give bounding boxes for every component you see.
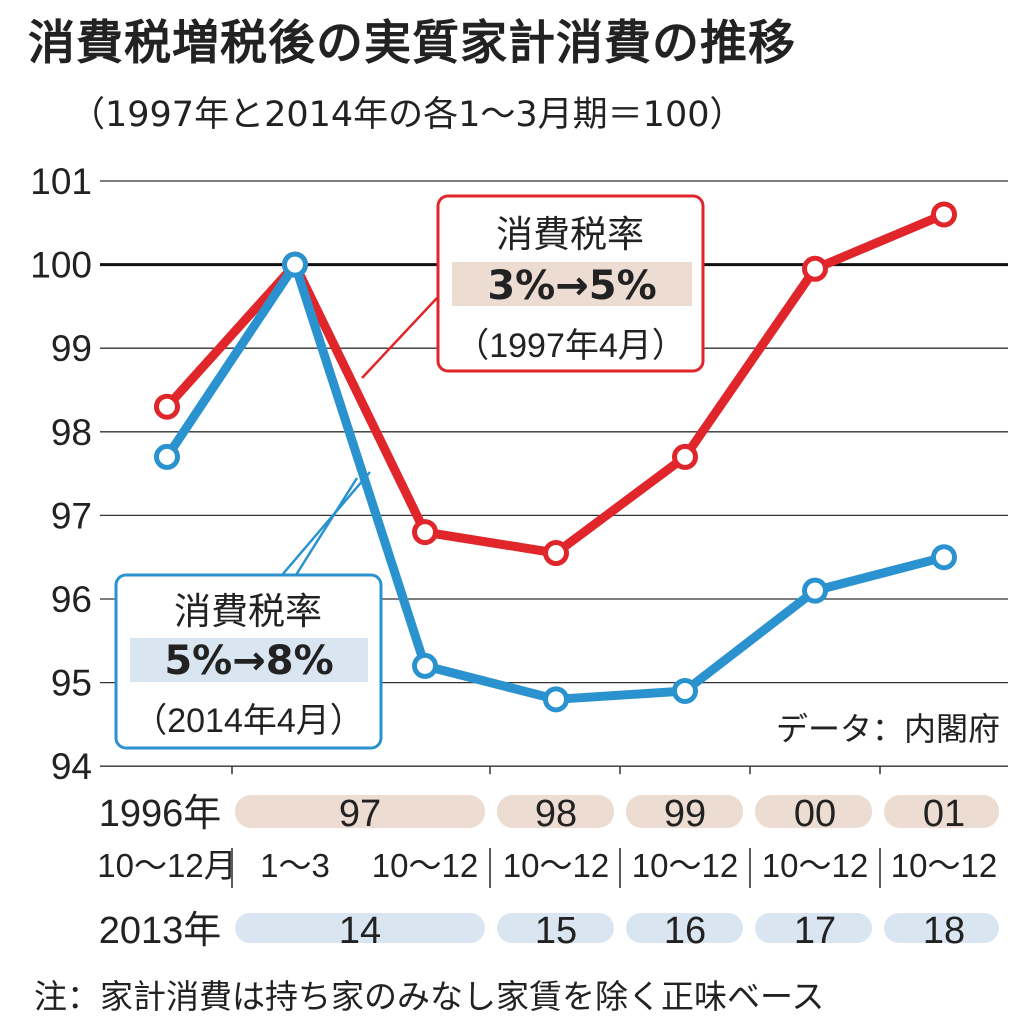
chart-title: 消費税増税後の実質家計消費の推移 — [28, 16, 796, 71]
year-label-blue: 15 — [535, 910, 577, 952]
callout-rate-band — [452, 262, 692, 306]
quarter-label: 10～12 — [891, 847, 997, 884]
callout-rate: 5%→8% — [164, 638, 333, 684]
callout-date: （1997年4月） — [455, 327, 686, 365]
y-tick-label: 101 — [30, 161, 92, 202]
callouts: 消費税率 3%→5% （1997年4月） 消費税率 5%→8% （2014年4月） — [114, 194, 705, 750]
data-point — [154, 393, 180, 420]
year-label-red: 01 — [923, 793, 965, 835]
year-band-red — [497, 795, 614, 828]
data-point — [802, 255, 828, 282]
year-band-blue — [235, 913, 485, 943]
year-label-blue: 16 — [664, 910, 706, 952]
footnote: 注：家計消費は持ち家のみなし家賃を除く正味ベース — [34, 977, 825, 1016]
data-point — [802, 577, 828, 604]
y-axis: 101 100 99 98 97 96 95 94 — [30, 161, 92, 787]
data-point — [672, 677, 698, 704]
quarter-label: 10～12 — [503, 847, 609, 884]
y-tick-label: 98 — [51, 412, 92, 453]
series-lines — [154, 201, 957, 713]
year-label-blue: 18 — [923, 910, 965, 952]
year-band-red — [235, 795, 485, 828]
year-label-red: 99 — [664, 793, 706, 835]
data-point — [672, 443, 698, 470]
callout-date: （2014年4月） — [133, 702, 364, 740]
year-band-red — [626, 795, 743, 828]
y-tick-label: 99 — [51, 328, 92, 369]
data-point — [931, 201, 957, 228]
data-point — [412, 652, 438, 679]
y-tick-label: 100 — [30, 245, 92, 286]
chart-subtitle: （1997年と2014年の各1～3月期＝100） — [70, 95, 745, 135]
data-point — [931, 544, 957, 571]
data-point — [412, 519, 438, 546]
year-label-blue: 2013年 — [99, 910, 222, 952]
year-band-red — [755, 795, 872, 828]
year-label-red: 97 — [339, 793, 381, 835]
y-tick-label: 96 — [51, 579, 92, 620]
source-label: データ：内閣府 — [776, 710, 1000, 748]
year-label-red: 98 — [535, 793, 577, 835]
year-band-blue — [884, 913, 999, 943]
callout-title: 消費税率 — [174, 590, 322, 633]
leader-blue — [294, 477, 359, 576]
callout-title: 消費税率 — [496, 213, 644, 256]
y-tick-label: 94 — [51, 746, 92, 787]
quarter-label: 10～12月 — [97, 847, 236, 884]
year-band-blue — [497, 913, 614, 943]
quarter-label: 10～12 — [372, 847, 478, 884]
quarter-label: 1～3 — [260, 847, 330, 884]
data-point — [543, 686, 569, 713]
y-tick-label: 95 — [51, 663, 92, 704]
year-label-blue: 17 — [794, 910, 836, 952]
data-point — [543, 540, 569, 567]
year-band-blue — [755, 913, 872, 943]
year-label-blue: 14 — [339, 910, 381, 952]
callout-rate-band — [130, 638, 368, 682]
year-band-blue — [626, 913, 743, 943]
leader-blue — [281, 471, 371, 576]
year-label-red: 00 — [794, 793, 836, 835]
data-point — [282, 251, 308, 278]
year-band-red — [884, 795, 999, 828]
quarter-label: 10～12 — [762, 847, 868, 884]
data-point — [154, 443, 180, 470]
callout-rate: 3%→5% — [487, 263, 656, 309]
quarter-label: 10～12 — [632, 847, 738, 884]
year-label-red: 1996年 — [99, 793, 222, 835]
y-tick-label: 97 — [51, 495, 92, 536]
x-axis: 1996年 97 98 99 00 01 2013年 14 15 16 17 18 10～12月 1～3 1… — [97, 793, 999, 952]
